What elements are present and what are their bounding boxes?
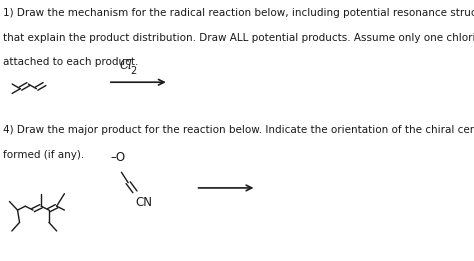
Text: 2: 2 [130,66,136,76]
Text: formed (if any).: formed (if any). [3,150,85,160]
Text: –O: –O [110,151,126,164]
Text: that explain the product distribution. Draw ALL potential products. Assume only : that explain the product distribution. D… [3,33,474,43]
Text: 1) Draw the mechanism for the radical reaction below, including potential resona: 1) Draw the mechanism for the radical re… [3,8,474,18]
Text: attached to each product.: attached to each product. [3,57,139,67]
Text: 4) Draw the major product for the reaction below. Indicate the orientation of th: 4) Draw the major product for the reacti… [3,125,474,135]
Text: CN: CN [136,196,153,209]
Text: Cl: Cl [120,59,133,72]
